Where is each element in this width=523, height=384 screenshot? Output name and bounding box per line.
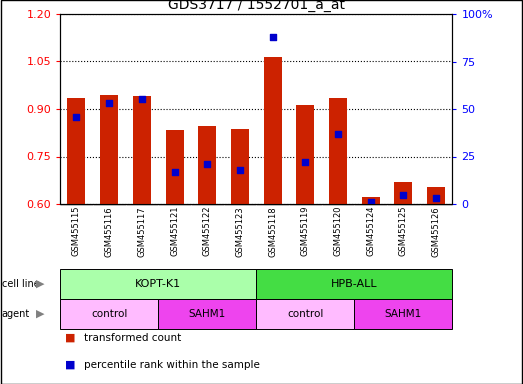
Point — [367, 199, 375, 205]
Bar — [100, 95, 118, 204]
Text: SAHM1: SAHM1 — [189, 309, 226, 319]
Text: GSM455122: GSM455122 — [203, 206, 212, 257]
Point — [301, 159, 310, 165]
Text: GSM455116: GSM455116 — [105, 206, 113, 257]
Bar — [231, 129, 249, 204]
Text: GSM455119: GSM455119 — [301, 206, 310, 257]
Text: GSM455126: GSM455126 — [431, 206, 440, 257]
Bar — [329, 98, 347, 204]
Text: GSM455121: GSM455121 — [170, 206, 179, 257]
Text: HPB-ALL: HPB-ALL — [331, 279, 378, 289]
Text: GSM455117: GSM455117 — [138, 206, 146, 257]
Bar — [60, 269, 256, 299]
Bar — [394, 182, 412, 204]
Bar — [67, 98, 85, 204]
Text: KOPT-K1: KOPT-K1 — [135, 279, 181, 289]
Bar — [256, 269, 452, 299]
Text: control: control — [287, 309, 324, 319]
Point — [399, 192, 407, 198]
Point — [432, 195, 440, 201]
Text: SAHM1: SAHM1 — [385, 309, 422, 319]
Text: GSM455124: GSM455124 — [366, 206, 375, 257]
Text: transformed count: transformed count — [84, 333, 181, 343]
Bar — [297, 105, 314, 204]
Bar — [158, 299, 256, 329]
Point — [236, 167, 244, 173]
Point — [138, 96, 146, 103]
Bar — [133, 96, 151, 204]
Text: GSM455123: GSM455123 — [235, 206, 244, 257]
Text: ▶: ▶ — [36, 279, 44, 289]
Bar — [198, 126, 216, 204]
Text: ■: ■ — [65, 360, 76, 370]
Text: percentile rank within the sample: percentile rank within the sample — [84, 360, 259, 370]
Text: GSM455120: GSM455120 — [334, 206, 343, 257]
Point — [268, 34, 277, 40]
Bar — [166, 129, 184, 204]
Bar — [256, 299, 355, 329]
Text: GSM455118: GSM455118 — [268, 206, 277, 257]
Point — [105, 100, 113, 106]
Text: cell line: cell line — [2, 279, 39, 289]
Text: GSM455115: GSM455115 — [72, 206, 81, 257]
Point — [203, 161, 211, 167]
Point — [170, 169, 179, 175]
Bar — [60, 299, 158, 329]
Text: ▶: ▶ — [36, 309, 44, 319]
Bar — [427, 187, 445, 204]
Text: agent: agent — [2, 309, 30, 319]
Text: ■: ■ — [65, 333, 76, 343]
Bar — [355, 299, 452, 329]
Text: control: control — [91, 309, 128, 319]
Text: GDS3717 / 1552701_a_at: GDS3717 / 1552701_a_at — [168, 0, 345, 12]
Point — [72, 114, 81, 120]
Bar — [264, 57, 281, 204]
Point — [334, 131, 342, 137]
Bar — [362, 197, 380, 204]
Text: GSM455125: GSM455125 — [399, 206, 408, 257]
